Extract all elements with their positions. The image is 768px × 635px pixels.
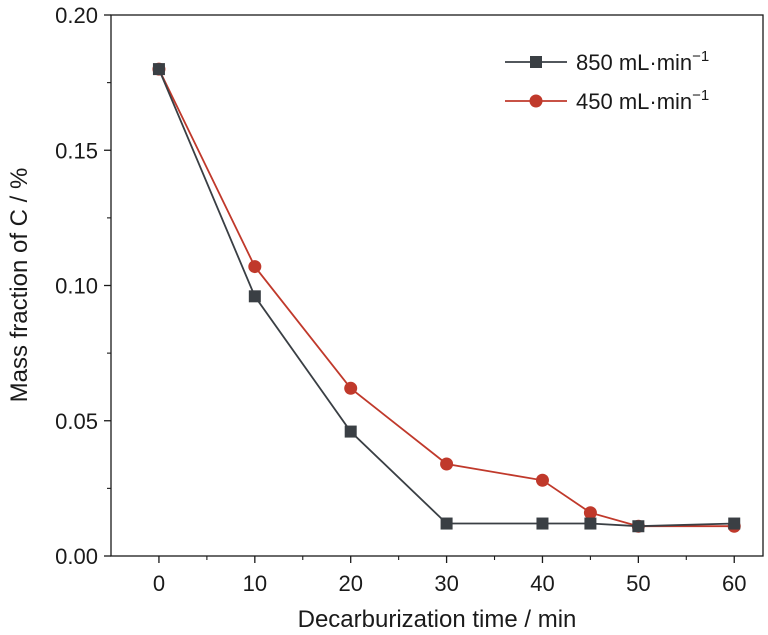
- data-point: [344, 425, 357, 438]
- legend-item: 450 mL·min−1: [505, 87, 709, 114]
- y-tick-label: 0.05: [55, 409, 98, 434]
- data-point: [632, 520, 645, 533]
- x-tick-label: 40: [530, 571, 554, 596]
- data-point: [535, 473, 549, 487]
- legend-item: 850 mL·min−1: [505, 48, 709, 75]
- data-point: [583, 506, 597, 520]
- data-point: [344, 381, 358, 395]
- y-tick-label: 0.10: [55, 274, 98, 299]
- series-2: [152, 62, 741, 533]
- series-line: [158, 68, 735, 528]
- y-axis-title: Mass fraction of C / %: [6, 168, 33, 403]
- data-point: [248, 290, 261, 303]
- data-point: [440, 457, 454, 471]
- data-point: [152, 63, 165, 76]
- series-layer: [152, 62, 741, 533]
- x-tick-label: 30: [434, 571, 458, 596]
- x-tick-label: 20: [338, 571, 362, 596]
- legend-marker: [530, 56, 542, 68]
- series-1: [152, 63, 741, 533]
- axes: 0 10 20 30 40 50 60 0.00 0.05 0.10 0.15 0.20: [55, 3, 764, 596]
- legend-label: 450 mL·min−1: [576, 87, 709, 114]
- x-tick-label: 0: [153, 571, 165, 596]
- x-tick-label: 10: [243, 571, 267, 596]
- data-point: [536, 517, 549, 530]
- legend-label: 850 mL·min−1: [576, 48, 709, 75]
- data-point: [584, 517, 597, 530]
- legend: 850 mL·min−1 450 mL·min−1: [505, 48, 709, 114]
- y-tick-label: 0.15: [55, 138, 98, 163]
- data-point: [728, 517, 741, 530]
- x-tick-label: 50: [626, 571, 650, 596]
- legend-marker: [529, 94, 543, 108]
- y-tick-label: 0.00: [55, 544, 98, 569]
- x-axis-title: Decarburization time / min: [298, 606, 577, 633]
- y-tick-label: 0.20: [55, 3, 98, 28]
- x-tick-label: 60: [722, 571, 746, 596]
- series-line: [158, 68, 735, 528]
- data-point: [248, 260, 262, 274]
- data-point: [440, 517, 453, 530]
